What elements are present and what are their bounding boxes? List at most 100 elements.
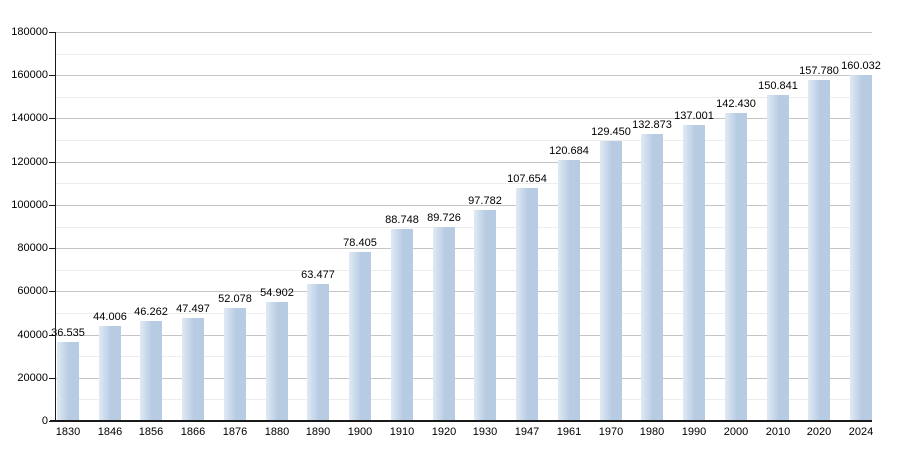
y-axis-tick-label: 40000 bbox=[17, 329, 48, 341]
gridline-major bbox=[55, 335, 872, 336]
bar-2010 bbox=[767, 95, 789, 420]
y-axis-tick-label: 180000 bbox=[11, 26, 48, 38]
bar-1900 bbox=[349, 252, 371, 420]
bar-1970 bbox=[600, 141, 622, 420]
x-axis-tick-label: 1930 bbox=[472, 426, 498, 438]
y-axis-tick bbox=[49, 162, 55, 163]
bar-value-label: 46.262 bbox=[134, 306, 168, 318]
bar-value-label: 129.450 bbox=[591, 126, 631, 138]
bar-1961 bbox=[558, 160, 580, 420]
y-axis-tick bbox=[49, 335, 55, 336]
gridline-major bbox=[55, 205, 872, 206]
bar-value-label: 44.006 bbox=[93, 311, 127, 323]
x-axis-tick-label: 1876 bbox=[222, 426, 248, 438]
y-axis-tick-label: 0 bbox=[41, 415, 48, 427]
y-axis-tick bbox=[49, 378, 55, 379]
x-axis-tick-label: 1880 bbox=[264, 426, 290, 438]
bar-1880 bbox=[266, 302, 288, 420]
bar-value-label: 137.001 bbox=[674, 110, 714, 122]
x-axis-tick-label: 2020 bbox=[806, 426, 832, 438]
bar-2024 bbox=[850, 75, 872, 420]
gridline-major bbox=[55, 248, 872, 249]
gridline-major bbox=[55, 32, 872, 33]
bar-value-label: 52.078 bbox=[218, 293, 252, 305]
bar-value-label: 157.780 bbox=[799, 65, 839, 77]
x-axis-tick-label: 1961 bbox=[556, 426, 582, 438]
bar-value-label: 54.902 bbox=[260, 287, 294, 299]
bar-value-label: 97.782 bbox=[468, 195, 502, 207]
gridline-minor bbox=[55, 313, 872, 314]
gridline-minor bbox=[55, 270, 872, 271]
y-axis-tick bbox=[49, 205, 55, 206]
y-axis-tick bbox=[49, 118, 55, 119]
x-axis-tick-label: 1856 bbox=[138, 426, 164, 438]
bar-value-label: 160.032 bbox=[841, 60, 881, 72]
bar-value-label: 36.535 bbox=[51, 327, 85, 339]
x-axis-tick-label: 2024 bbox=[848, 426, 874, 438]
gridline-major bbox=[55, 378, 872, 379]
y-axis-tick-label: 60000 bbox=[17, 285, 48, 297]
gridline-major bbox=[55, 291, 872, 292]
y-axis-tick bbox=[49, 248, 55, 249]
gridline-minor bbox=[55, 140, 872, 141]
bar-1866 bbox=[182, 318, 204, 420]
y-axis-tick bbox=[49, 32, 55, 33]
bar-value-label: 47.497 bbox=[176, 303, 210, 315]
bar-1830 bbox=[57, 342, 79, 420]
x-axis-tick-label: 2000 bbox=[723, 426, 749, 438]
y-axis-tick-label: 120000 bbox=[11, 156, 48, 168]
gridline-minor bbox=[55, 227, 872, 228]
gridline-minor bbox=[55, 54, 872, 55]
bar-1947 bbox=[516, 188, 538, 420]
bar-value-label: 78.405 bbox=[343, 237, 377, 249]
bar-1846 bbox=[99, 326, 121, 420]
y-axis-line bbox=[55, 32, 56, 422]
y-axis-tick-label: 80000 bbox=[17, 242, 48, 254]
y-axis-tick-label: 140000 bbox=[11, 112, 48, 124]
bar-value-label: 63.477 bbox=[301, 269, 335, 281]
bar-value-label: 150.841 bbox=[758, 80, 798, 92]
bar-value-label: 89.726 bbox=[427, 212, 461, 224]
bar-value-label: 120.684 bbox=[549, 145, 589, 157]
x-axis-tick-label: 2010 bbox=[765, 426, 791, 438]
gridline-minor bbox=[55, 356, 872, 357]
bar-1980 bbox=[641, 134, 663, 420]
bar-value-label: 132.873 bbox=[632, 119, 672, 131]
y-axis-tick bbox=[49, 291, 55, 292]
bar-1856 bbox=[140, 321, 162, 420]
bar-1920 bbox=[433, 227, 455, 420]
gridline-minor bbox=[55, 97, 872, 98]
x-axis-tick-label: 1980 bbox=[639, 426, 665, 438]
bar-1910 bbox=[391, 229, 413, 420]
x-axis-tick-label: 1846 bbox=[97, 426, 123, 438]
bar-1876 bbox=[224, 308, 246, 420]
y-axis-tick bbox=[49, 75, 55, 76]
x-axis-tick-label: 1947 bbox=[514, 426, 540, 438]
x-axis-line bbox=[50, 420, 872, 422]
bar-value-label: 88.748 bbox=[385, 214, 419, 226]
x-axis-tick-label: 1920 bbox=[431, 426, 457, 438]
bar-value-label: 142.430 bbox=[716, 98, 756, 110]
bar-1930 bbox=[474, 210, 496, 420]
x-axis-tick-label: 1990 bbox=[681, 426, 707, 438]
gridline-major bbox=[55, 75, 872, 76]
bar-value-label: 107.654 bbox=[507, 173, 547, 185]
bar-1990 bbox=[683, 125, 705, 420]
bar-2000 bbox=[725, 113, 747, 420]
gridline-minor bbox=[55, 399, 872, 400]
x-axis-tick-label: 1830 bbox=[55, 426, 81, 438]
gridline-major bbox=[55, 118, 872, 119]
x-axis-tick-label: 1970 bbox=[598, 426, 624, 438]
y-axis-tick-label: 160000 bbox=[11, 69, 48, 81]
y-axis-tick-label: 100000 bbox=[11, 199, 48, 211]
bar-1890 bbox=[307, 284, 329, 420]
x-axis-tick-label: 1900 bbox=[347, 426, 373, 438]
x-axis-tick-label: 1866 bbox=[180, 426, 206, 438]
bar-2020 bbox=[808, 80, 830, 420]
x-axis-tick-label: 1890 bbox=[305, 426, 331, 438]
x-axis-tick-label: 1910 bbox=[389, 426, 415, 438]
gridline-major bbox=[55, 162, 872, 163]
y-axis-tick-label: 20000 bbox=[17, 372, 48, 384]
gridline-minor bbox=[55, 183, 872, 184]
